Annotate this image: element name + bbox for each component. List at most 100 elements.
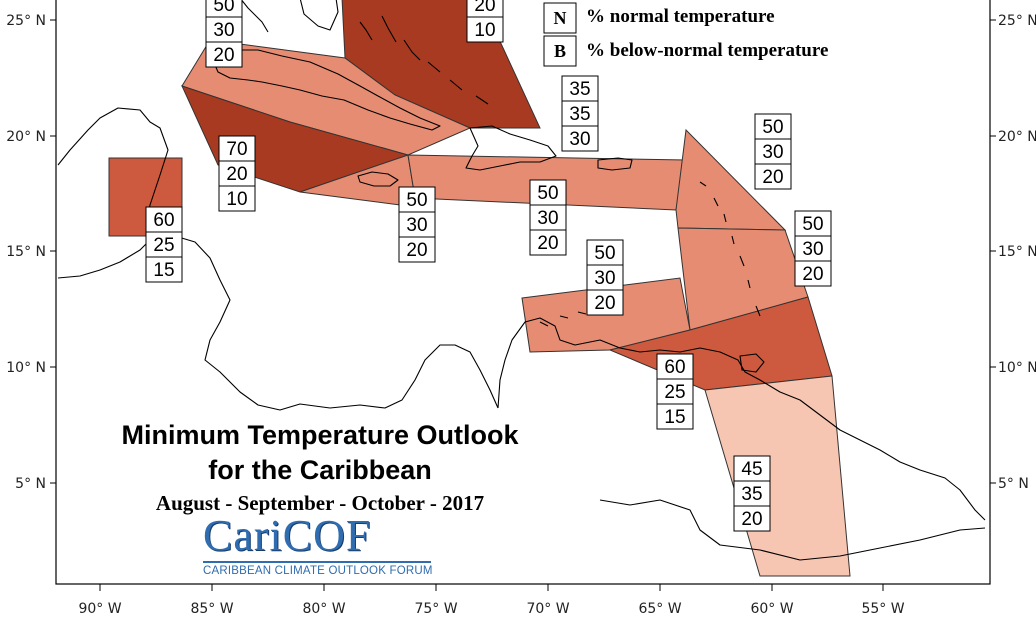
probability-value: 30 [406,215,427,236]
probability-cell [218,185,256,212]
coast-jamaica [357,171,399,187]
probability-value: 35 [741,484,762,505]
lon-label: 65° W [638,601,681,617]
coast-hispaniola [465,125,557,171]
probability-cell [656,403,694,430]
lat-label: 5° N [998,476,1029,492]
caricof-logo: CariCOF CARIBBEAN CLIMATE OUTLOOK FORUM [203,512,435,577]
legend-box-n [543,2,577,34]
probability-value: 25 [153,235,174,256]
probability-value: 30 [802,239,823,260]
lon-label: 85° W [190,601,233,617]
legend-letter-n: N [554,8,567,28]
probability-value: 15 [153,260,174,281]
box-abc: 50 30 20 [586,239,624,316]
coast-south-america-inland [599,499,986,561]
coast-florida [240,0,339,33]
probability-cell [529,179,567,206]
probability-value: 30 [213,20,234,41]
legend-text-b: % below-normal temperature [586,40,828,61]
probability-cell [586,289,624,316]
probability-value: 35 [569,79,590,100]
box-bahamas-west: 50 30 20 [205,0,243,68]
probability-cell [733,480,771,507]
probability-cell [754,163,792,190]
probability-value: 20 [213,45,234,66]
lat-label: 10° N [6,360,46,376]
coast-trinidad [739,353,765,373]
probability-value: 10 [474,20,495,41]
probability-cell [145,256,183,283]
probability-cell [656,353,694,380]
probability-cell [466,16,504,43]
logo-wordmark: CariCOF [203,511,372,560]
lon-label: 90° W [78,601,121,617]
probability-value: 20 [226,164,247,185]
probability-cell [656,378,694,405]
box-cayman: 70 20 10 [218,135,256,212]
probability-value: 50 [594,243,615,264]
probability-value: 50 [762,117,783,138]
lat-label: 25° N [998,13,1036,29]
probability-cell [561,125,599,152]
lon-label: 60° W [750,601,793,617]
map-title: Minimum Temperature Outlook [121,420,519,450]
coast-yucatan-central-america [57,107,499,411]
coast-puerto-rico [597,157,633,171]
probability-value: 60 [664,357,685,378]
probability-value: 15 [664,407,685,428]
lat-label: 5° N [15,476,46,492]
lat-label: 10° N [998,360,1036,376]
box-jamaica: 50 30 20 [398,186,436,263]
probability-value: 45 [741,459,762,480]
probability-value: 50 [406,190,427,211]
logo-tagline: CARIBBEAN CLIMATE OUTLOOK FORUM [203,565,433,577]
lat-label: 15° N [998,244,1036,260]
probability-cell [529,229,567,256]
probability-value: 20 [537,233,558,254]
probability-cell [561,100,599,127]
probability-value: 10 [226,189,247,210]
probability-value: 20 [741,509,762,530]
probability-value: 20 [406,240,427,261]
legend-text-n: % normal temperature [586,6,775,27]
probability-value: 20 [762,167,783,188]
logo-divider [203,561,431,563]
probability-cell [529,204,567,231]
legend-letter-b: B [554,41,566,61]
probability-cell [794,260,832,287]
probability-value: 35 [569,104,590,125]
box-leewards: 50 30 20 [754,113,792,190]
probability-cell [733,455,771,482]
lon-label: 80° W [302,601,345,617]
probability-boxes: 5030202010353530702010602515503020503020… [145,0,832,532]
lat-label: 15° N [6,244,46,260]
probability-value: 30 [569,129,590,150]
legend-box-b [543,35,577,67]
probability-value: 20 [594,293,615,314]
latitude-axis: 25° N 25° N 20° N 20° N 15° N 15° N 10° N 10° N… [6,13,1036,492]
probability-value: 50 [802,214,823,235]
box-belize: 60 25 15 [145,206,183,283]
probability-cell [205,41,243,68]
probability-value: 30 [594,268,615,289]
probability-cell [145,206,183,233]
lat-label: 20° N [998,129,1036,145]
probability-cell [218,135,256,162]
probability-cell [586,239,624,266]
probability-cell [794,235,832,262]
probability-cell [794,210,832,237]
coastlines [57,0,986,561]
legend: N % normal temperature B % below-normal … [543,2,828,67]
coast-cuba [211,49,441,131]
probability-value: 25 [664,382,685,403]
probability-value: 20 [474,0,495,16]
probability-cell [586,264,624,291]
probability-value: 30 [762,142,783,163]
coast-south-america [497,317,986,521]
box-windwards: 50 30 20 [794,210,832,287]
box-trinidad: 60 25 15 [656,353,694,430]
probability-cell [754,113,792,140]
